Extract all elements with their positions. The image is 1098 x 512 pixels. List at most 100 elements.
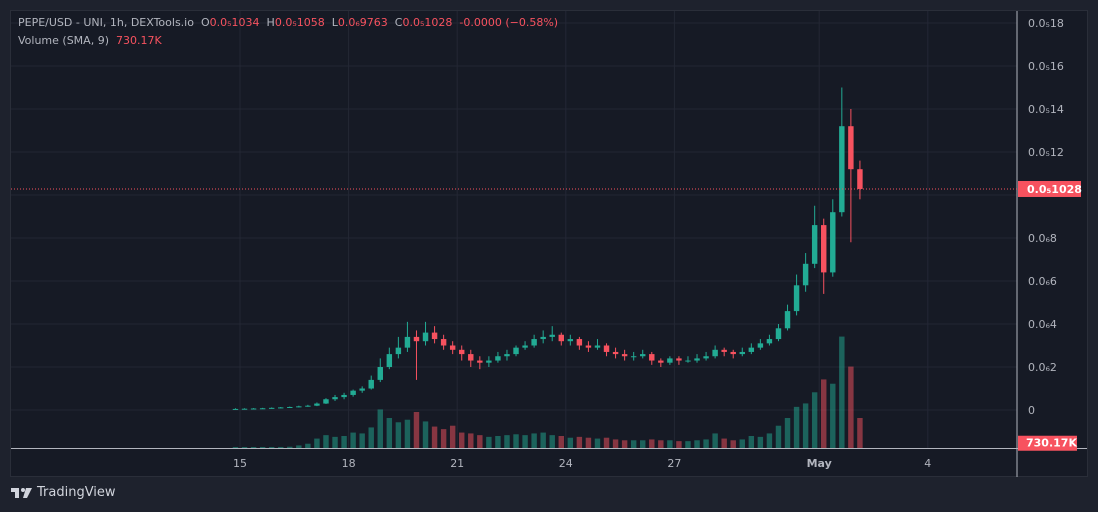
price-tick-label: 0.0₅14 — [1028, 103, 1064, 116]
candle-body — [630, 356, 637, 358]
volume-bar — [784, 418, 791, 448]
volume-bar — [332, 436, 338, 448]
volume-bar — [567, 437, 574, 448]
change-value: -0.0000 (−0.58%) — [459, 16, 559, 29]
volume-value: 730.17K — [115, 34, 162, 47]
candle-body — [685, 360, 691, 362]
high-value: 0.0₅1058 — [274, 16, 325, 29]
candle-body — [386, 354, 393, 367]
volume-bar — [440, 429, 447, 448]
volume-bar — [640, 440, 646, 448]
volume-bar — [477, 435, 483, 448]
volume-bar — [259, 447, 266, 448]
volume-bar — [802, 403, 809, 448]
volume-bar — [513, 434, 519, 448]
volume-bar — [540, 432, 546, 448]
brand-name: TradingView — [37, 485, 116, 500]
candle-body — [712, 349, 718, 357]
candle-body — [721, 349, 727, 352]
candle-body — [241, 408, 248, 410]
volume-bar — [649, 439, 655, 448]
candle-body — [440, 339, 447, 346]
candle-body — [531, 339, 537, 346]
volume-bar — [241, 447, 248, 448]
volume-bar — [558, 436, 564, 448]
candle-body — [504, 354, 510, 357]
volume-bar — [576, 436, 583, 448]
low-label: L — [331, 16, 338, 29]
volume-bar — [766, 433, 773, 448]
volume-bar — [594, 438, 601, 448]
candle-body — [468, 354, 474, 361]
candle-body — [513, 347, 519, 355]
volume-bar — [848, 366, 854, 448]
time-tick-label: 24 — [559, 457, 573, 470]
volume-bar — [431, 426, 438, 448]
volume-bar — [350, 432, 356, 448]
price-tick-label: 0.0₆2 — [1028, 361, 1057, 374]
volume-label: Volume (SMA, 9) — [18, 34, 109, 47]
volume-bar — [268, 447, 275, 448]
candle-body — [703, 356, 709, 359]
candle-body — [784, 311, 791, 329]
volume-bar — [504, 435, 510, 448]
last-price-badge — [1018, 180, 1081, 197]
candle-body — [757, 343, 764, 348]
candle-body — [341, 394, 347, 398]
volume-bar — [585, 437, 592, 448]
volume-bar — [830, 383, 836, 448]
candle-body — [296, 406, 302, 408]
candle-body — [278, 407, 284, 409]
candle-body — [395, 347, 402, 355]
volume-bar — [468, 433, 474, 448]
candle-body — [250, 408, 257, 410]
volume-bar — [495, 436, 501, 448]
volume-bar — [305, 443, 311, 448]
volume-bar — [712, 433, 718, 448]
candle-body — [268, 407, 275, 409]
volume-bar — [323, 435, 329, 448]
volume-bar — [377, 409, 383, 448]
candle-body — [377, 367, 383, 380]
volume-bar — [368, 427, 374, 448]
ohlc-legend: PEPE/USD - UNI, 1h, DEXTools.io O0.0₅103… — [18, 16, 558, 29]
candle-body — [314, 403, 320, 406]
volume-bar — [811, 392, 818, 448]
candle-body — [549, 334, 555, 337]
high-label: H — [266, 16, 275, 29]
candle-body — [477, 360, 483, 363]
price-tick-label: 0 — [1028, 404, 1035, 417]
candle-body — [839, 126, 845, 213]
candle-body — [422, 332, 429, 342]
volume-legend: Volume (SMA, 9) 730.17K — [18, 34, 162, 47]
candle-body — [259, 408, 266, 410]
price-tick-label: 0.0₅18 — [1028, 17, 1064, 30]
volume-bar — [413, 412, 420, 448]
candle-body — [739, 351, 745, 355]
volume-bar — [730, 440, 736, 448]
candle-body — [775, 328, 782, 340]
candle-body — [802, 263, 809, 286]
volume-bar — [296, 445, 302, 448]
candle-body — [368, 379, 374, 389]
volume-bar — [676, 441, 682, 448]
volume-bar — [739, 439, 745, 448]
tradingview-logo[interactable]: TradingView — [11, 485, 116, 500]
candle-body — [658, 360, 664, 363]
candle-body — [459, 349, 465, 355]
volume-bar — [839, 336, 845, 448]
candle-body — [449, 345, 456, 350]
volume-bar — [703, 439, 709, 448]
candle-body — [576, 339, 583, 346]
volume-bar — [603, 437, 610, 448]
volume-bar — [422, 421, 429, 448]
candle-body — [413, 336, 420, 342]
candle-body — [431, 332, 438, 340]
volume-bar — [395, 422, 402, 448]
candle-body — [603, 345, 610, 352]
volume-bar — [531, 433, 537, 448]
volume-bar — [793, 406, 800, 448]
candle-body — [821, 225, 827, 273]
volume-bar — [341, 436, 347, 448]
